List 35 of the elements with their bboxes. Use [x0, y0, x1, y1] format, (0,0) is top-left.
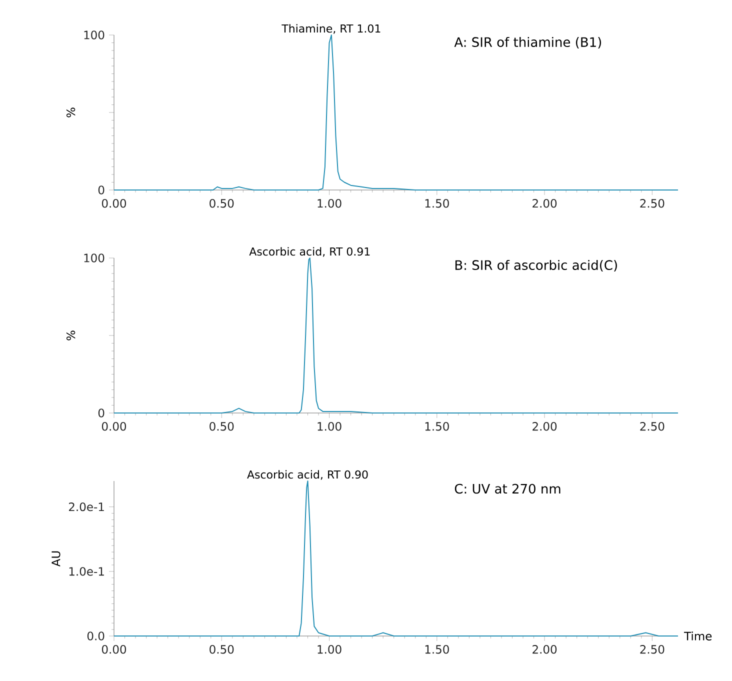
x-tick-label: 1.00 [318, 645, 342, 654]
y-axis-title: % [66, 330, 76, 340]
y-tick-label: 0 [98, 186, 104, 194]
y-tick-label: 1.0e-1 [69, 567, 104, 576]
x-tick-label: 0.50 [210, 422, 234, 431]
x-tick-label: 1.00 [318, 199, 342, 208]
x-tick-label: 1.00 [318, 422, 342, 431]
x-tick-label: 0.00 [102, 199, 126, 208]
x-tick-label: 2.00 [532, 199, 557, 208]
x-tick-label: 2.50 [640, 645, 664, 654]
x-tick-label: 2.00 [532, 645, 557, 654]
x-tick-label: 1.50 [425, 645, 449, 654]
x-tick-label: 0.00 [102, 422, 126, 431]
annotation: C: UV at 270 nm [454, 484, 560, 494]
x-tick-label: 0.50 [210, 199, 234, 208]
annotation: A: SIR of thiamine (B1) [454, 36, 602, 49]
x-tick-label: 1.50 [425, 422, 449, 431]
y-tick-label: 2.0e-1 [68, 502, 104, 512]
x-tick-label: 1.50 [425, 199, 449, 208]
y-tick-label: 100 [84, 254, 104, 262]
y-tick-label: 100 [84, 30, 104, 40]
x-tick-label: 0.50 [210, 645, 234, 654]
y-tick-label: 0.0 [87, 632, 104, 640]
x-tick-label: 2.00 [532, 422, 557, 431]
annotation: Thiamine, RT 1.01 [282, 24, 380, 34]
x-tick-label: 0.00 [102, 645, 126, 654]
annotation: Ascorbic acid, RT 0.91 [249, 247, 370, 257]
annotation: Ascorbic acid, RT 0.90 [247, 470, 368, 480]
y-tick-label: 0 [98, 408, 104, 418]
x-axis-title: Time [684, 632, 712, 640]
x-tick-label: 2.50 [640, 199, 664, 208]
y-axis-title: AU [52, 551, 60, 567]
annotation: B: SIR of ascorbic acid(C) [455, 260, 617, 272]
x-tick-label: 2.50 [640, 422, 664, 431]
y-axis-title: % [66, 108, 76, 118]
